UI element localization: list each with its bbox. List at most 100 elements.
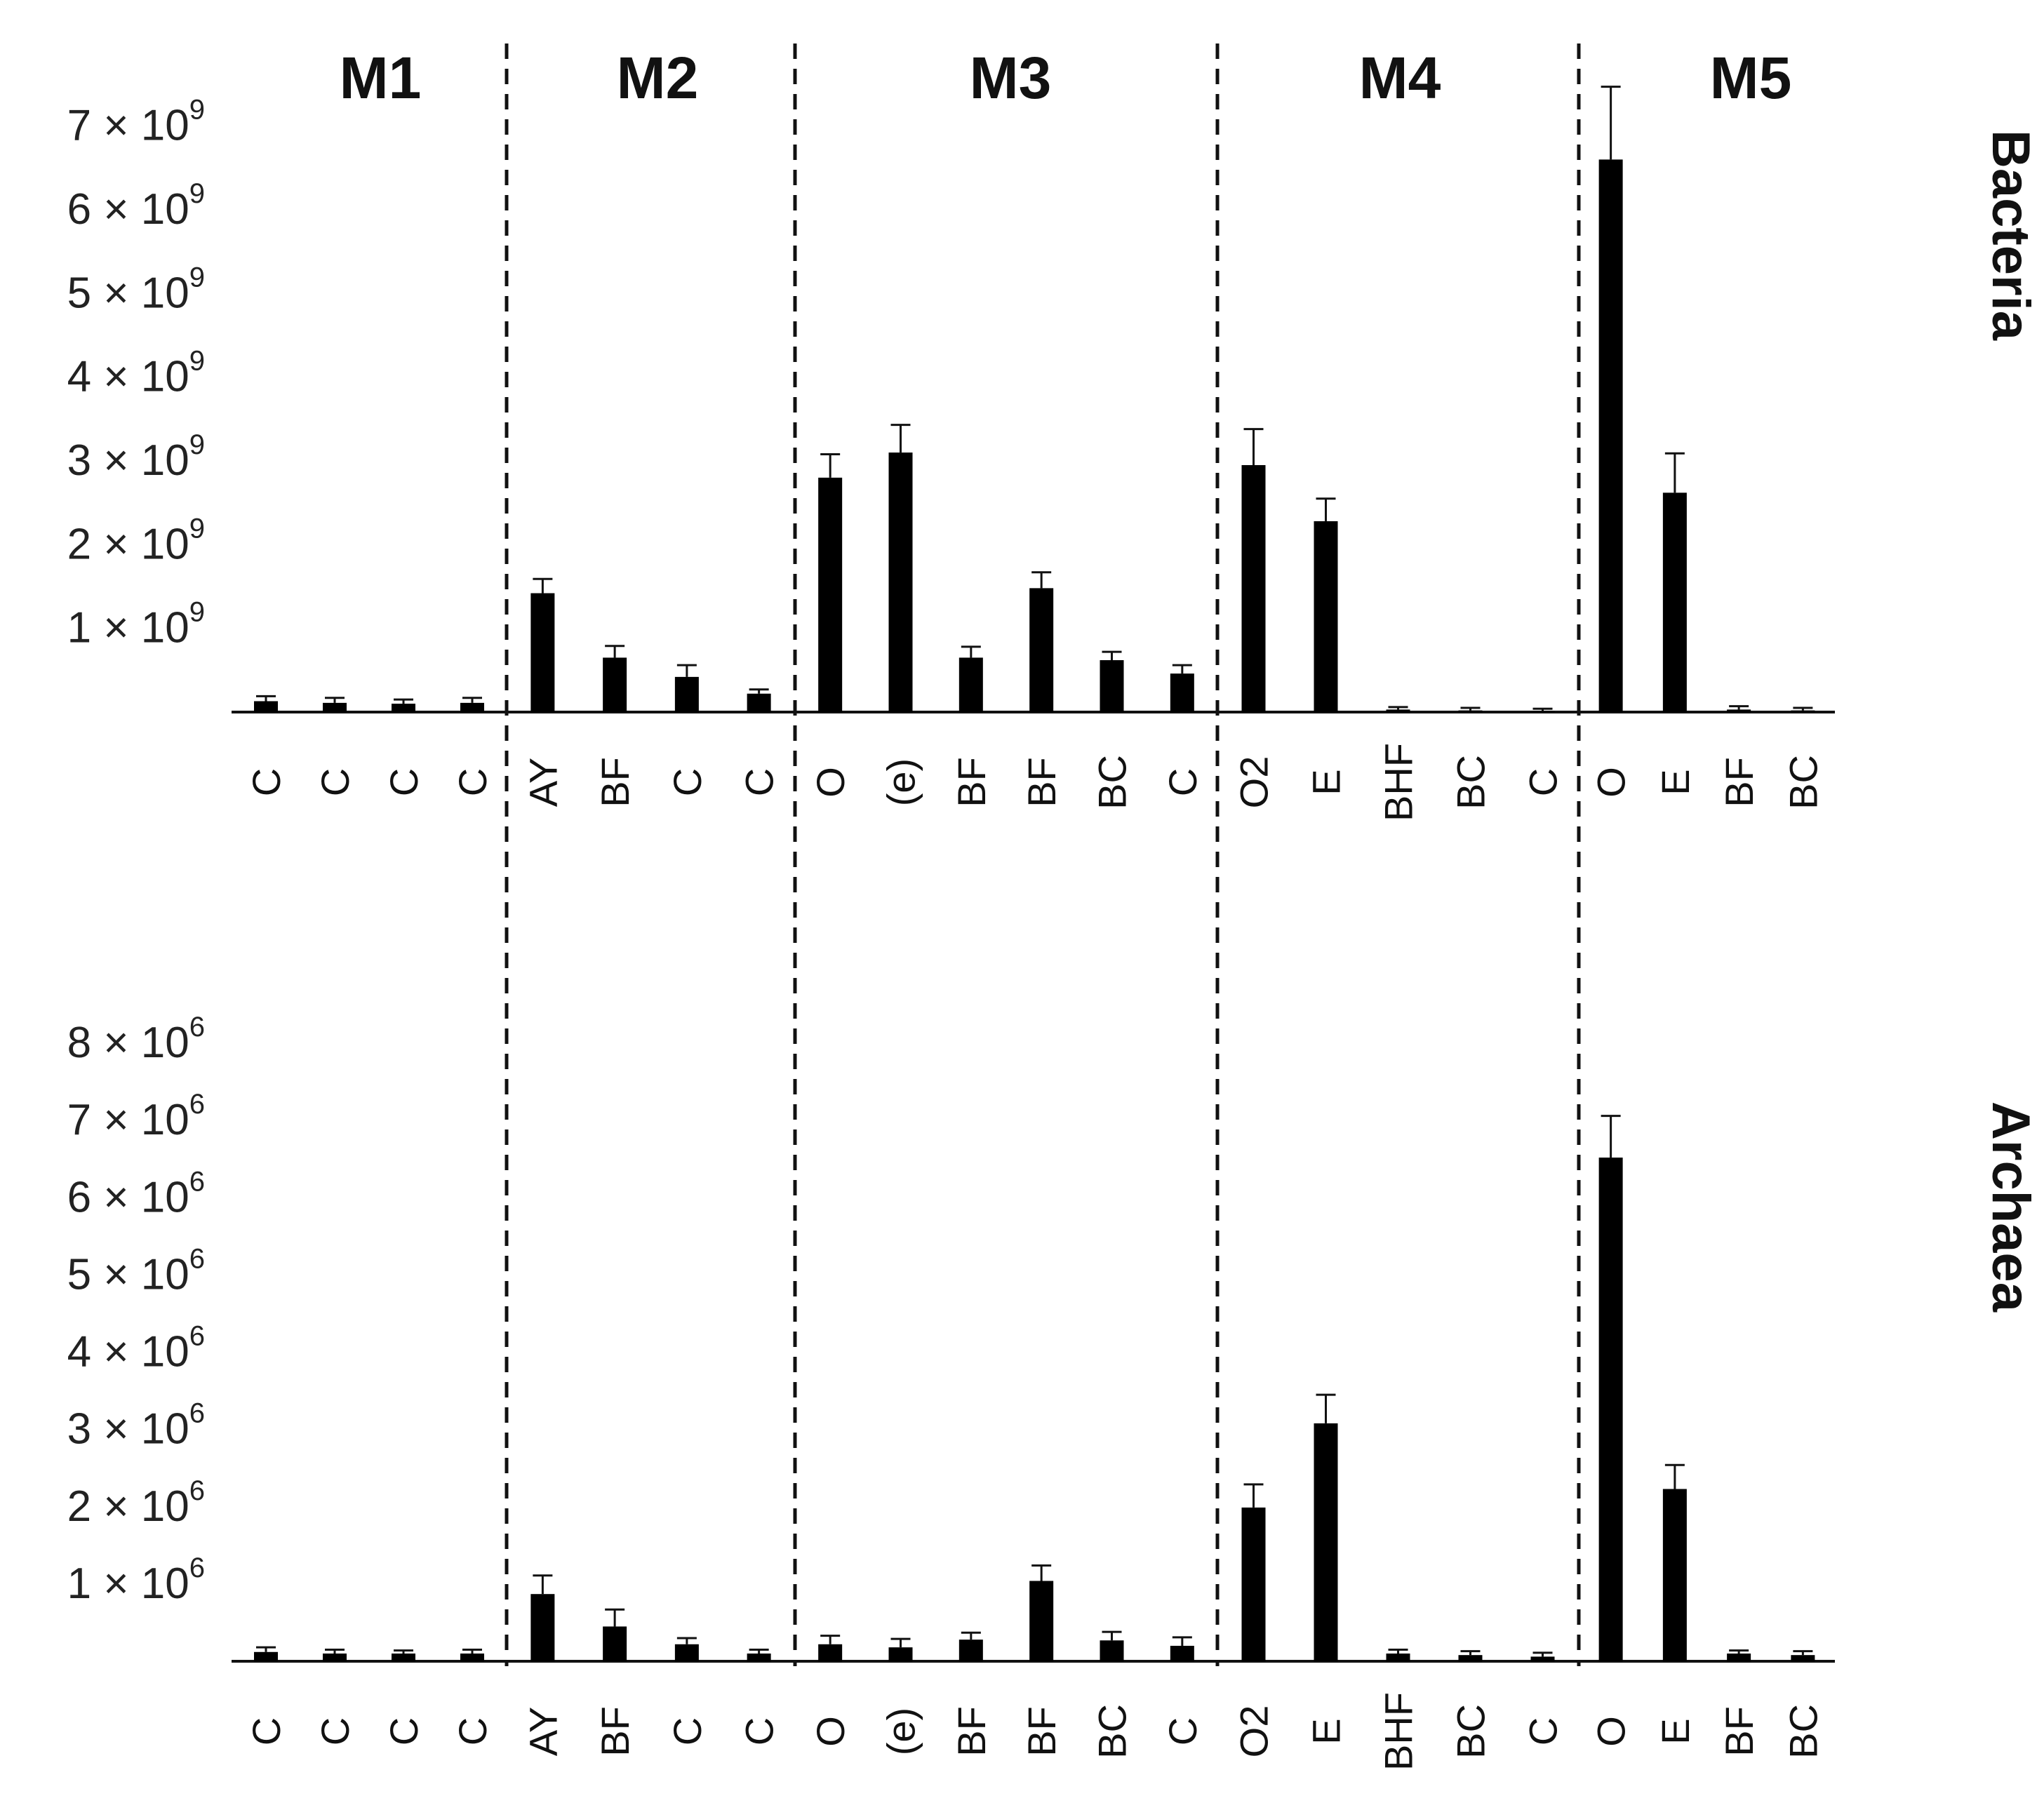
y-tick-label: 3 × 109 bbox=[67, 429, 205, 485]
bar bbox=[1241, 1507, 1266, 1661]
bar bbox=[888, 1647, 913, 1661]
bar bbox=[460, 1653, 484, 1661]
bar bbox=[1170, 1645, 1194, 1661]
bar bbox=[1662, 492, 1687, 712]
bar bbox=[254, 701, 278, 712]
bar bbox=[818, 477, 843, 712]
bar bbox=[1791, 710, 1815, 712]
bar bbox=[818, 1644, 843, 1661]
category-label: BC bbox=[1449, 755, 1493, 810]
bar bbox=[1029, 588, 1054, 712]
category-label: BF bbox=[1717, 1706, 1761, 1757]
category-label: C bbox=[1161, 768, 1205, 796]
bar bbox=[747, 1653, 771, 1661]
category-label: C bbox=[450, 1717, 495, 1745]
category-label: BF bbox=[949, 757, 994, 807]
group-label-m5: M5 bbox=[1710, 45, 1792, 111]
bar bbox=[958, 657, 983, 712]
bar bbox=[1314, 1423, 1338, 1661]
category-label: O2 bbox=[1232, 756, 1276, 809]
bar bbox=[323, 702, 347, 712]
category-label: BC bbox=[1090, 755, 1135, 810]
category-label: E bbox=[1304, 1718, 1349, 1744]
category-label: BF bbox=[1717, 757, 1761, 807]
bar bbox=[1386, 1653, 1410, 1661]
y-tick-label: 5 × 109 bbox=[67, 262, 205, 317]
category-label: BF bbox=[1020, 1706, 1064, 1757]
category-label: C bbox=[1521, 1717, 1565, 1745]
group-label-m2: M2 bbox=[617, 45, 699, 111]
category-label: BC bbox=[1781, 755, 1825, 810]
y-tick-label: 7 × 106 bbox=[67, 1089, 205, 1144]
bar bbox=[958, 1640, 983, 1661]
group-label-m1: M1 bbox=[340, 45, 422, 111]
category-label: C bbox=[382, 768, 426, 796]
bar bbox=[1727, 1653, 1751, 1661]
category-label: O bbox=[1589, 767, 1634, 798]
bar bbox=[888, 452, 913, 712]
bar bbox=[1100, 660, 1124, 712]
y-tick-label: 2 × 106 bbox=[67, 1475, 205, 1531]
bar bbox=[1458, 710, 1483, 712]
bar bbox=[1598, 159, 1623, 712]
category-label: (e) bbox=[879, 1708, 923, 1755]
bar bbox=[674, 676, 699, 712]
y-tick-label: 4 × 106 bbox=[67, 1321, 205, 1376]
y-tick-label: 7 × 109 bbox=[67, 95, 205, 150]
bar bbox=[254, 1651, 278, 1661]
category-label: BC bbox=[1090, 1704, 1135, 1759]
category-label: BF bbox=[949, 1706, 994, 1757]
y-tick-label: 2 × 109 bbox=[67, 513, 205, 568]
category-label: BF bbox=[593, 1706, 637, 1757]
category-label: C bbox=[1161, 1717, 1205, 1745]
category-label: AY bbox=[521, 1707, 565, 1757]
bar bbox=[530, 593, 555, 712]
category-label: BHF bbox=[1377, 1692, 1421, 1771]
y-tick-label: 5 × 106 bbox=[67, 1243, 205, 1299]
group-label-m3: M3 bbox=[970, 45, 1052, 111]
y-tick-label: 6 × 106 bbox=[67, 1166, 205, 1221]
bar bbox=[1458, 1655, 1483, 1661]
bar bbox=[603, 1626, 627, 1661]
y-tick-label: 8 × 106 bbox=[67, 1012, 205, 1067]
category-label: O bbox=[1589, 1716, 1634, 1747]
bar bbox=[323, 1653, 347, 1661]
bar bbox=[392, 1653, 415, 1661]
category-label: C bbox=[450, 768, 495, 796]
y-tick-label: 1 × 106 bbox=[67, 1553, 205, 1608]
bar bbox=[530, 1594, 555, 1661]
category-label: C bbox=[313, 1717, 357, 1745]
bar bbox=[1662, 1489, 1687, 1661]
category-label: C bbox=[313, 768, 357, 796]
category-label: C bbox=[244, 768, 288, 796]
bar bbox=[392, 704, 415, 712]
bar bbox=[1029, 1581, 1054, 1661]
category-label: E bbox=[1304, 769, 1349, 795]
category-label: C bbox=[382, 1717, 426, 1745]
bar bbox=[1314, 521, 1338, 712]
bar bbox=[1386, 709, 1410, 712]
panel-label-bacteria: Bacteria bbox=[1981, 130, 2040, 341]
category-label: (e) bbox=[879, 758, 923, 806]
bar bbox=[460, 702, 484, 712]
category-label: C bbox=[1521, 768, 1565, 796]
bar bbox=[674, 1644, 699, 1661]
bar bbox=[1530, 711, 1555, 712]
bar bbox=[1530, 1656, 1555, 1661]
category-label: C bbox=[737, 768, 782, 796]
y-tick-label: 6 × 109 bbox=[67, 178, 205, 234]
bar bbox=[1791, 1655, 1815, 1661]
y-tick-label: 3 × 106 bbox=[67, 1398, 205, 1454]
bar bbox=[1241, 464, 1266, 712]
y-tick-label: 4 × 109 bbox=[67, 346, 205, 401]
category-label: BF bbox=[1020, 757, 1064, 807]
category-label: O bbox=[808, 767, 853, 798]
category-label: BHF bbox=[1377, 743, 1421, 822]
category-label: E bbox=[1653, 1718, 1697, 1744]
bar bbox=[1598, 1158, 1623, 1661]
panel-label-archaea: Archaea bbox=[1981, 1101, 2040, 1313]
category-label: C bbox=[244, 1717, 288, 1745]
bar bbox=[1727, 709, 1751, 712]
category-label: BF bbox=[593, 757, 637, 807]
